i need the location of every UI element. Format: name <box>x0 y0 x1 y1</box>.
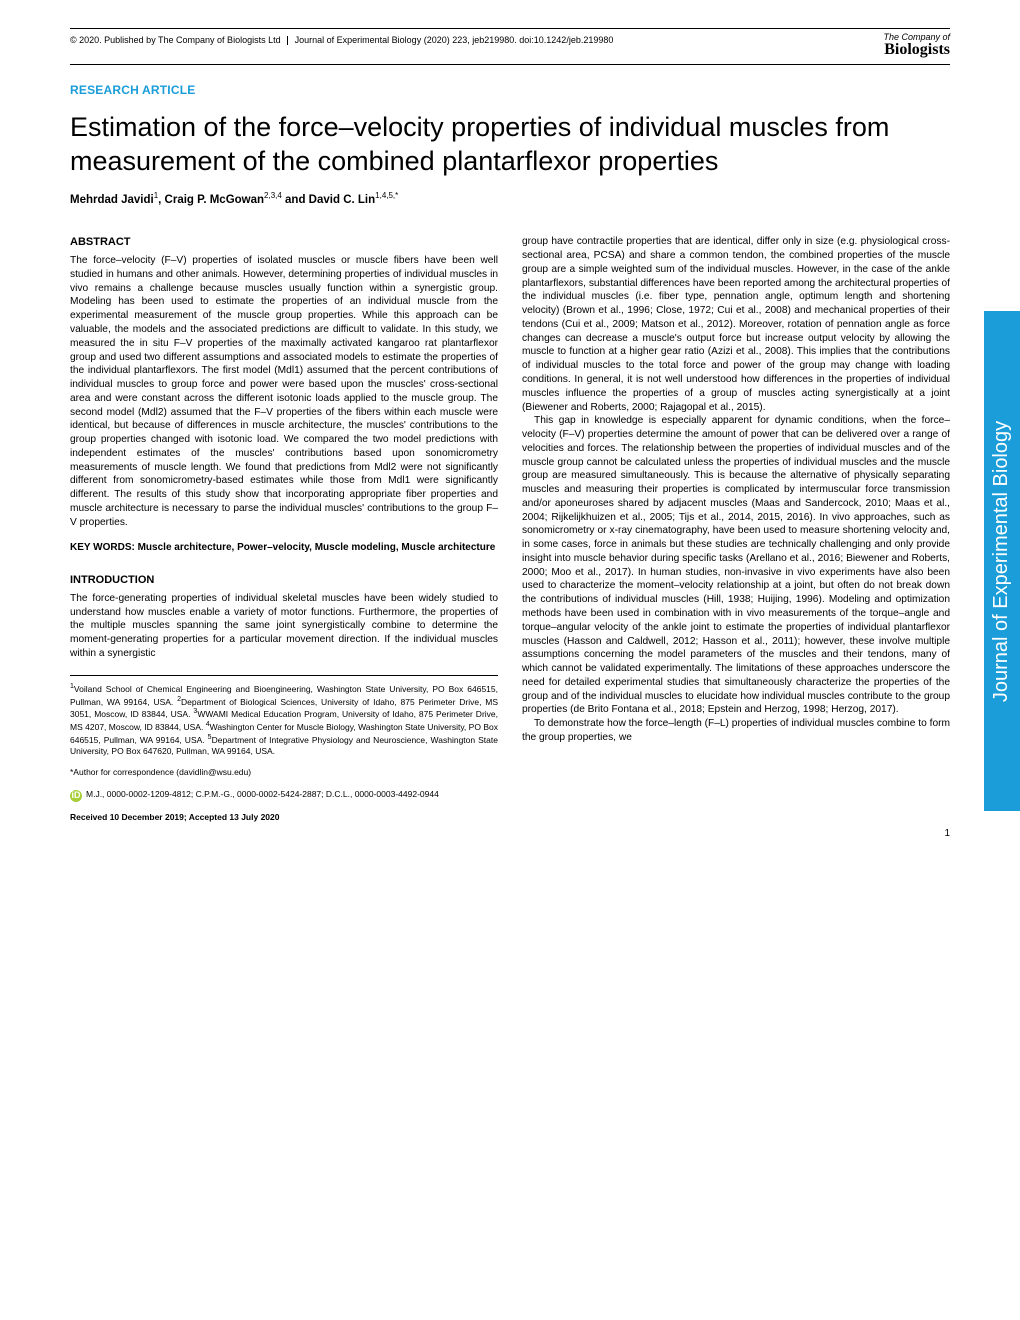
header-text: © 2020. Published by The Company of Biol… <box>70 33 613 45</box>
side-tab-text: Journal of Experimental Biology <box>991 420 1014 701</box>
left-column: ABSTRACT The force–velocity (F–V) proper… <box>70 235 498 823</box>
introduction-text: The force-generating properties of indiv… <box>70 592 498 661</box>
orcid-line: iD M.J., 0000-0002-1209-4812; C.P.M.-G.,… <box>70 789 498 802</box>
abstract-heading: ABSTRACT <box>70 235 498 250</box>
header-line: © 2020. Published by The Company of Biol… <box>70 33 950 58</box>
intro-paragraph-1: The force-generating properties of indiv… <box>70 592 498 661</box>
header-separator <box>287 36 288 45</box>
abstract-text: The force–velocity (F–V) properties of i… <box>70 254 498 529</box>
orcid-icon: iD <box>70 790 82 802</box>
introduction-heading: INTRODUCTION <box>70 573 498 588</box>
right-paragraph-1: group have contractile properties that a… <box>522 235 950 414</box>
article-title: Estimation of the force–velocity propert… <box>70 111 950 179</box>
page-number: 1 <box>944 828 950 839</box>
publisher-logo: The Company of Biologists <box>883 33 950 58</box>
two-column-layout: ABSTRACT The force–velocity (F–V) proper… <box>70 235 950 823</box>
affiliation-rule <box>70 675 498 676</box>
orcid-ids: M.J., 0000-0002-1209-4812; C.P.M.-G., 00… <box>86 789 439 800</box>
keywords-line: KEY WORDS: Muscle architecture, Power–ve… <box>70 541 498 555</box>
header-rule-top <box>70 28 950 29</box>
right-paragraph-3: To demonstrate how the force–length (F–L… <box>522 717 950 745</box>
article-type-label: RESEARCH ARTICLE <box>70 83 950 97</box>
journal-side-tab: Journal of Experimental Biology <box>984 311 1020 811</box>
journal-ref: Journal of Experimental Biology (2020) 2… <box>295 35 614 45</box>
dates-line: Received 10 December 2019; Accepted 13 J… <box>70 812 498 823</box>
correspondence-line: *Author for correspondence (davidlin@wsu… <box>70 767 498 778</box>
page-container: © 2020. Published by The Company of Biol… <box>0 0 1020 851</box>
logo-bottom-text: Biologists <box>883 42 950 58</box>
right-paragraph-2: This gap in knowledge is especially appa… <box>522 414 950 717</box>
copyright-text: © 2020. Published by The Company of Biol… <box>70 35 281 45</box>
authors-line: Mehrdad Javidi1, Craig P. McGowan2,3,4 a… <box>70 191 950 206</box>
affiliations-block: 1Voiland School of Chemical Engineering … <box>70 682 498 757</box>
header-rule-bottom <box>70 64 950 65</box>
right-column: group have contractile properties that a… <box>522 235 950 823</box>
